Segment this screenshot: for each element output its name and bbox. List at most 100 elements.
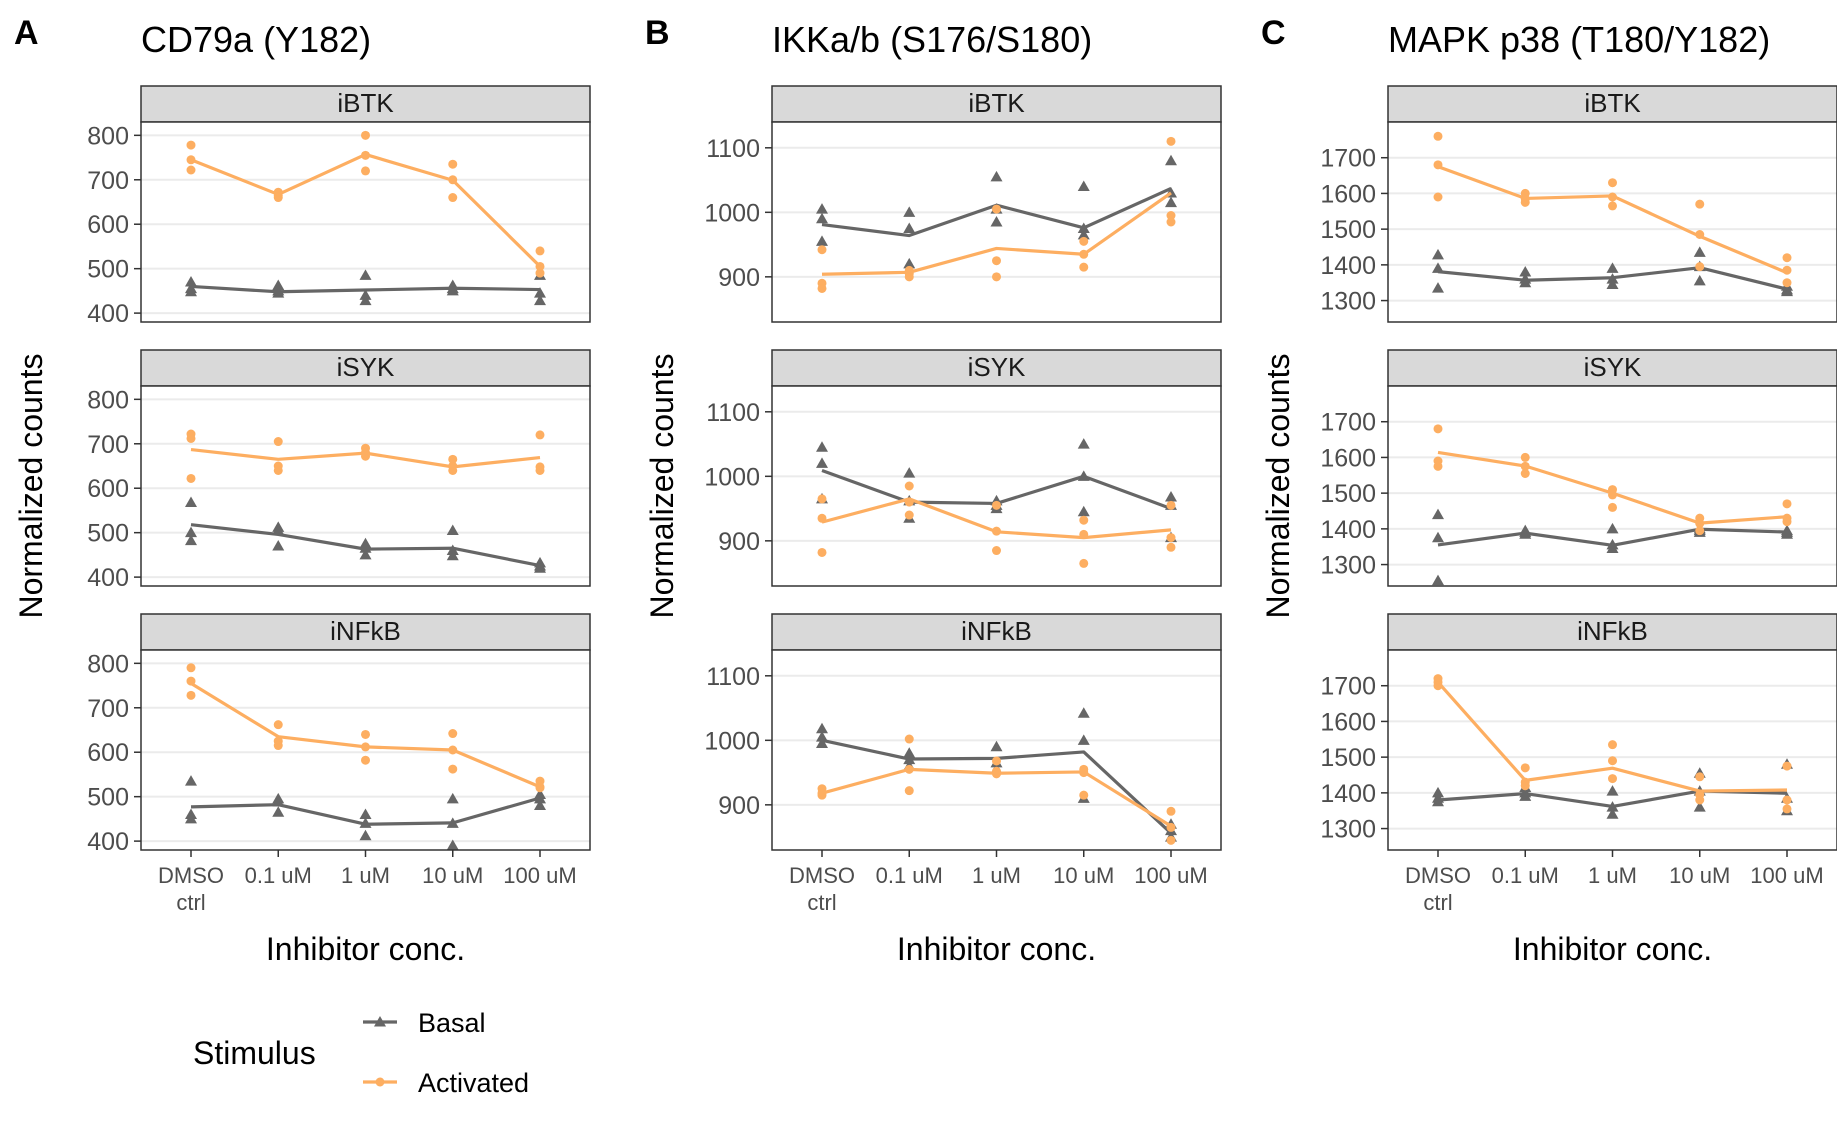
activated-point bbox=[1166, 533, 1176, 543]
legend-label: Basal bbox=[418, 1008, 486, 1038]
activated-point bbox=[1608, 756, 1617, 766]
basal-point bbox=[816, 722, 828, 734]
activated-point bbox=[186, 473, 196, 483]
activated-point bbox=[992, 204, 1001, 214]
panel-c: C MAPK p38 (T180/Y182) iBTK 1300 1400 1500 160… bbox=[1260, 14, 1837, 967]
basal-mean-line bbox=[1437, 527, 1788, 547]
y-tick-label: 1000 bbox=[704, 199, 760, 227]
activated-point bbox=[1782, 795, 1792, 805]
y-tick-label: 1100 bbox=[706, 663, 760, 691]
basal-point bbox=[1165, 154, 1177, 166]
basal-point bbox=[446, 792, 459, 804]
activated-mean-line bbox=[190, 152, 542, 268]
activated-point bbox=[535, 268, 545, 278]
y-tick-label: 1300 bbox=[1320, 288, 1376, 316]
activated-point bbox=[1608, 178, 1617, 188]
facet-strip-label: iSYK bbox=[968, 352, 1026, 382]
y-tick-label: 1400 bbox=[1320, 780, 1376, 808]
facet-ibtk: iBTK 400 500 600 700 800 bbox=[87, 85, 591, 328]
basal-point bbox=[1432, 248, 1444, 260]
activated-point bbox=[1695, 772, 1705, 782]
activated-point bbox=[1695, 262, 1705, 272]
y-tick-label: 700 bbox=[87, 431, 129, 459]
activated-point bbox=[1608, 774, 1617, 784]
basal-point bbox=[1519, 790, 1532, 801]
activated-point bbox=[273, 437, 283, 447]
basal-point bbox=[534, 799, 546, 811]
y-axis-label: Normalized counts bbox=[13, 354, 49, 619]
facet-strip-label: iSYK bbox=[1584, 352, 1642, 382]
activated-point bbox=[817, 283, 827, 293]
basal-point bbox=[903, 467, 916, 478]
activated-point bbox=[448, 764, 458, 774]
basal-point bbox=[1781, 285, 1793, 297]
x-axis-label: Inhibitor conc. bbox=[1513, 931, 1712, 967]
activated-point bbox=[1520, 781, 1530, 791]
basal-point bbox=[534, 562, 546, 573]
y-tick-label: 900 bbox=[718, 792, 760, 820]
activated-point bbox=[1433, 131, 1443, 141]
activated-point bbox=[904, 481, 914, 491]
activated-point bbox=[992, 256, 1001, 266]
y-tick-label: 400 bbox=[87, 300, 129, 328]
y-tick-label: 600 bbox=[87, 211, 129, 239]
basal-point bbox=[1432, 786, 1444, 798]
basal-point bbox=[816, 212, 828, 224]
y-tick-label: 900 bbox=[718, 528, 760, 556]
y-tick-label: 1100 bbox=[706, 399, 760, 427]
basal-point bbox=[816, 457, 828, 468]
x-tick-label: 1 uM bbox=[972, 863, 1021, 888]
activated-mean-line bbox=[1437, 165, 1788, 275]
y-tick-label: 400 bbox=[87, 828, 129, 856]
panel-title: IKKa/b (S176/S180) bbox=[772, 19, 1092, 60]
activated-point bbox=[186, 140, 196, 150]
activated-point bbox=[535, 246, 545, 256]
activated-point bbox=[1782, 278, 1792, 288]
basal-mean-line bbox=[190, 523, 541, 568]
x-tick-label: ctrl bbox=[176, 890, 205, 915]
panel-letter: A bbox=[14, 14, 39, 52]
basal-point bbox=[272, 279, 285, 291]
basal-point bbox=[1077, 707, 1090, 718]
facet-strip bbox=[140, 349, 591, 387]
activated-point bbox=[535, 465, 545, 475]
basal-point bbox=[359, 808, 372, 819]
activated-point bbox=[361, 729, 370, 739]
basal-point bbox=[1693, 246, 1706, 257]
basal-point bbox=[1432, 795, 1444, 807]
y-tick-label: 1500 bbox=[1320, 744, 1376, 772]
legend-item-activated: Activated bbox=[363, 1068, 529, 1098]
basal-point bbox=[359, 269, 372, 280]
y-tick-label: 1600 bbox=[1320, 444, 1376, 472]
legend-key-point bbox=[375, 1077, 385, 1087]
basal-point bbox=[185, 775, 197, 786]
basal-point bbox=[446, 284, 459, 296]
activated-point bbox=[904, 272, 914, 282]
basal-point bbox=[1519, 266, 1532, 277]
y-tick-label: 600 bbox=[87, 739, 129, 767]
y-tick-label: 600 bbox=[87, 475, 129, 503]
basal-point bbox=[903, 747, 916, 758]
activated-point bbox=[273, 193, 283, 203]
basal-point bbox=[1606, 522, 1619, 534]
basal-point bbox=[816, 235, 828, 246]
activated-point bbox=[817, 494, 827, 504]
activated-point bbox=[1433, 461, 1443, 471]
facet-strip-label: iNFkB bbox=[330, 616, 401, 646]
legend-label: Activated bbox=[418, 1068, 529, 1098]
activated-point bbox=[1695, 526, 1705, 536]
activated-point bbox=[992, 546, 1001, 556]
y-tick-label: 1700 bbox=[1320, 145, 1376, 173]
activated-point bbox=[1520, 197, 1530, 207]
activated-point bbox=[1166, 542, 1176, 552]
basal-point bbox=[272, 540, 285, 551]
x-tick-label: 1 uM bbox=[341, 863, 390, 888]
basal-point bbox=[1432, 262, 1444, 273]
y-tick-label: 900 bbox=[718, 264, 760, 292]
facet-ibtk: iBTK 900 1000 1100 bbox=[704, 85, 1222, 323]
activated-point bbox=[1782, 804, 1792, 814]
basal-point bbox=[272, 524, 285, 535]
activated-point bbox=[1782, 499, 1792, 509]
activated-point bbox=[992, 500, 1001, 510]
